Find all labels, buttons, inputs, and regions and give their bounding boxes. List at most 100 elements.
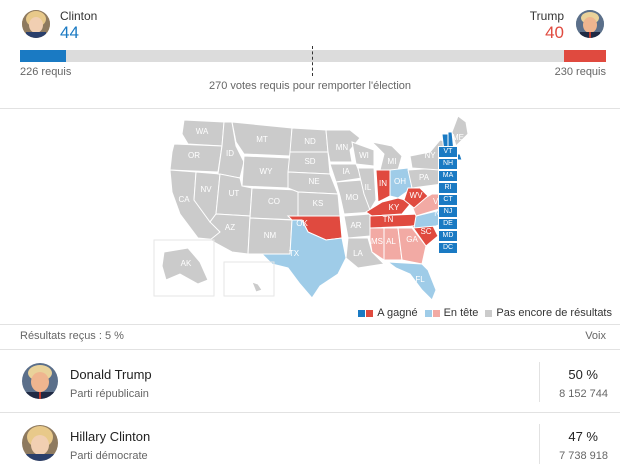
alaska-inset-frame [153,239,215,297]
row-separator [539,424,540,464]
state-ME[interactable] [451,115,469,147]
trump-name: Trump [529,9,564,23]
legend-leading: En tête [424,307,478,319]
state-label-AR: AR [350,221,361,230]
candidate-votes: 7 738 918 [559,450,608,462]
candidate-party: Parti démocrate [70,450,148,462]
state-label-ID: ID [226,149,234,158]
state-MS[interactable] [369,227,385,261]
state-FL[interactable] [386,261,437,301]
state-HI[interactable] [251,281,263,293]
state-label-SC: SC [420,227,431,236]
results-received-label: Résultats reçus : 5 % [20,330,124,342]
state-GA[interactable] [397,227,427,265]
state-label-MN: MN [336,143,349,152]
state-label-OR: OR [188,151,200,160]
us-results-map: WA OR ID MT WY NV CA UT AZ CO NM ND SD NE KS OK TX MN IA MO… [153,115,469,301]
state-label-OK: OK [296,219,308,228]
results-header-divider [0,349,620,350]
state-label-PA: PA [419,173,430,182]
header-divider [0,108,620,109]
clinton-progress-fill [20,50,66,62]
state-label-TX: TX [289,249,300,258]
state-label-KS: KS [313,199,324,208]
state-label-WV: WV [410,191,424,200]
map-legend: A gagné En tête Pas encore de résultats [351,307,612,319]
state-label-NY: NY [424,151,436,160]
state-MT[interactable] [231,121,293,157]
state-OR[interactable] [169,143,223,173]
state-box-RI[interactable]: RI [438,182,458,194]
state-label-WI: WI [359,151,369,160]
state-box-CT[interactable]: CT [438,194,458,206]
clinton-photo [22,425,58,461]
state-OH[interactable] [389,167,413,199]
state-label-KY: KY [389,203,400,212]
hawaii-inset-frame [223,261,275,297]
trump-portrait-icon [576,10,604,38]
state-label-MT: MT [256,135,268,144]
state-label-FL: FL [415,275,425,284]
state-box-NJ[interactable]: NJ [438,206,458,218]
state-label-MO: MO [346,193,359,202]
east-coast-state-boxes: VT NH MA RI CT NJ DE MD DC [438,146,458,254]
state-label-WY: WY [260,167,274,176]
state-box-MD[interactable]: MD [438,230,458,242]
clinton-name: Clinton [60,9,98,23]
candidate-name: Hillary Clinton [70,429,151,444]
state-label-IN: IN [379,179,387,188]
candidate-name: Donald Trump [70,367,152,382]
state-label-NE: NE [308,177,319,186]
state-LA[interactable] [345,237,386,269]
state-WI[interactable] [351,141,375,167]
state-label-OH: OH [394,177,406,186]
candidate-party: Parti républicain [70,388,149,400]
state-box-DC[interactable]: DC [438,242,458,254]
state-MN[interactable] [325,129,361,163]
trump-photo [22,363,58,399]
state-label-CO: CO [268,197,280,206]
clinton-portrait-icon [22,425,58,461]
state-label-ME: ME [452,133,464,142]
clinton-portrait-icon [22,10,50,38]
state-label-AZ: AZ [225,223,235,232]
candidate-percent: 50 % [568,367,598,382]
state-label-AL: AL [386,237,396,246]
state-AL[interactable] [383,227,403,261]
legend-won: A gagné [358,307,418,319]
state-label-MI: MI [388,157,397,166]
state-label-UT: UT [229,189,240,198]
trump-avatar [576,10,604,38]
trump-progress-fill [563,50,606,62]
trump-required: 230 requis [554,66,606,78]
majority-threshold-marker [312,46,313,76]
state-label-MS: MS [371,237,383,246]
clinton-electoral-count: 44 [60,23,79,42]
trump-portrait-icon [22,363,58,399]
candidate-percent: 47 % [568,429,598,444]
votes-column-header: Voix [585,330,606,342]
state-label-LA: LA [353,249,363,258]
state-IL[interactable] [357,167,377,212]
state-label-IA: IA [342,167,350,176]
state-label-TN: TN [383,215,394,224]
state-label-GA: GA [406,235,418,244]
state-label-ND: ND [304,137,316,146]
legend-no-results: Pas encore de résultats [485,307,612,319]
state-box-MA[interactable]: MA [438,170,458,182]
state-box-NH[interactable]: NH [438,158,458,170]
clinton-avatar [22,10,50,38]
state-box-DE[interactable]: DE [438,218,458,230]
threshold-text: 270 votes requis pour remporter l'électi… [208,80,412,92]
state-label-IL: IL [365,183,372,192]
trump-electoral-count: 40 [545,23,564,42]
state-label-HI: HI [240,279,248,288]
electoral-progress-bar [20,50,606,62]
state-WV[interactable] [403,187,429,209]
state-label-NM: NM [264,231,277,240]
state-box-VT[interactable]: VT [438,146,458,158]
state-label-SD: SD [304,157,315,166]
state-AK[interactable] [161,247,209,285]
map-divider [0,324,620,325]
results-row-divider [0,412,620,413]
